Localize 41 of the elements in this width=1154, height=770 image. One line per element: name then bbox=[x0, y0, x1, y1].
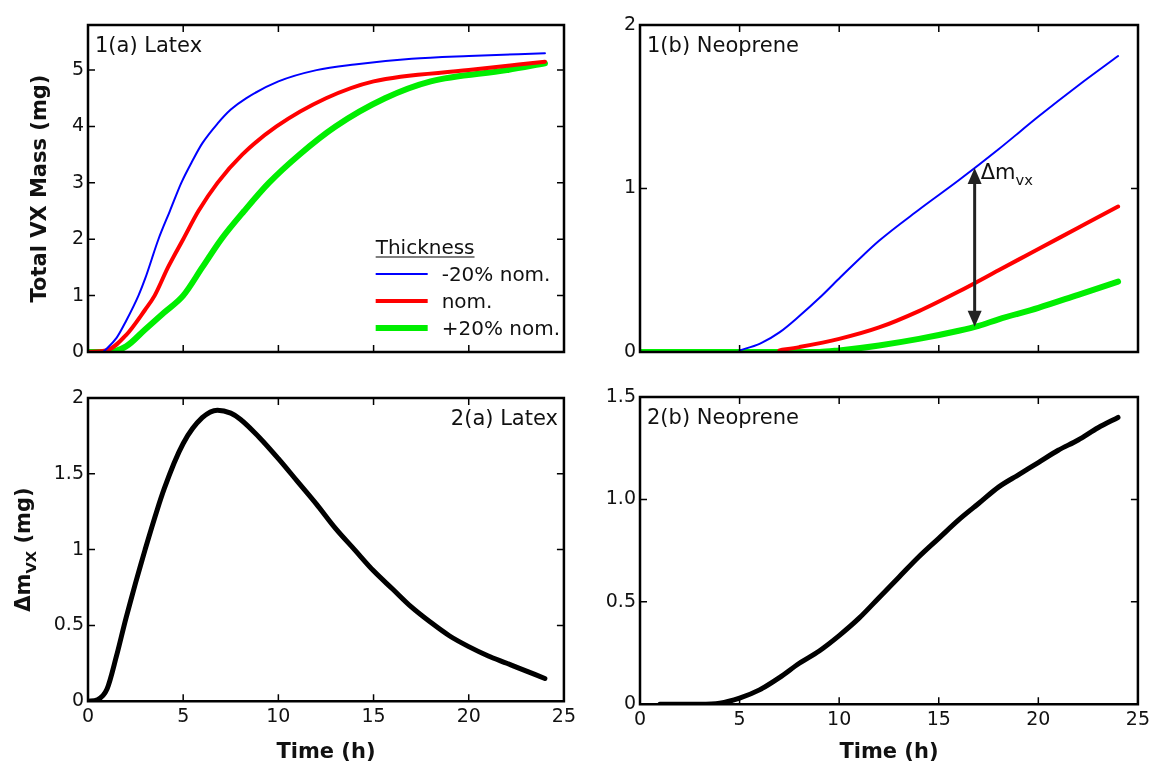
y-tick-label: 1 bbox=[623, 175, 636, 198]
y-tick-label: 3 bbox=[71, 169, 84, 192]
annotation: 2(b) Neoprene bbox=[647, 405, 799, 429]
annotation: 1(b) Neoprene bbox=[647, 33, 799, 57]
x-tick-label: 20 bbox=[1026, 706, 1051, 729]
y-tick-label: 1.5 bbox=[53, 460, 84, 483]
y-tick-label: 1.5 bbox=[605, 383, 636, 406]
y-tick-label: 0.5 bbox=[605, 588, 636, 611]
x-tick-label: 15 bbox=[926, 706, 951, 729]
y-tick-label: 0 bbox=[623, 338, 636, 361]
x-tick-label: 15 bbox=[361, 703, 386, 726]
y-tick-label: 2 bbox=[623, 11, 636, 34]
y-tick-label: 1.0 bbox=[605, 486, 636, 509]
x-tick-label: 5 bbox=[177, 703, 190, 726]
y-tick-label: 2 bbox=[71, 226, 84, 249]
legend-label: -20% nom. bbox=[441, 262, 551, 286]
legend-label: +20% nom. bbox=[441, 316, 561, 340]
line-series bbox=[738, 55, 1120, 352]
y-axis-title: ΔmVX (mg) bbox=[11, 487, 40, 612]
x-tick-label: 5 bbox=[733, 706, 746, 729]
line-series bbox=[777, 204, 1121, 352]
y-tick-label: 1 bbox=[71, 536, 84, 559]
y-tick-label: 0.5 bbox=[53, 612, 84, 635]
x-tick-label: 10 bbox=[266, 703, 291, 726]
y-tick-label: 0 bbox=[71, 338, 84, 361]
x-tick-label: 25 bbox=[1125, 706, 1151, 729]
y-tick-label: 0 bbox=[71, 688, 84, 711]
x-tick-label: 10 bbox=[827, 706, 852, 729]
annotation: 1(a) Latex bbox=[95, 33, 203, 57]
y-tick-label: 2 bbox=[71, 384, 84, 407]
x-axis-title: Time (h) bbox=[839, 739, 939, 763]
legend-title: Thickness bbox=[374, 235, 475, 259]
y-tick-label: 1 bbox=[71, 282, 84, 305]
y-tick-label: 4 bbox=[71, 113, 84, 136]
annotation: 2(a) Latex bbox=[450, 406, 558, 430]
legend-label: nom. bbox=[441, 289, 493, 313]
y-axis-title: Total VX Mass (mg) bbox=[27, 74, 51, 303]
x-axis-title: Time (h) bbox=[276, 739, 376, 763]
y-tick-label: 5 bbox=[71, 57, 84, 80]
x-tick-label: 25 bbox=[551, 703, 577, 726]
x-tick-label: 20 bbox=[456, 703, 481, 726]
